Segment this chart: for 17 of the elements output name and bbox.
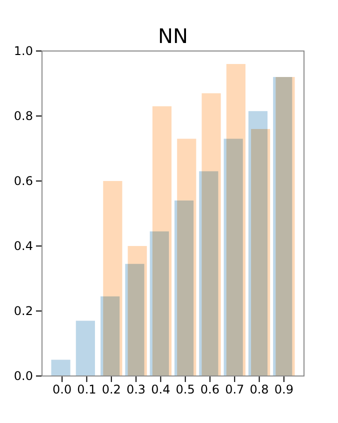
y-tick-label: 0.2: [14, 304, 33, 318]
x-tick-label: 0.2: [102, 382, 121, 397]
y-tick-label: 0.8: [14, 108, 33, 123]
y-tick-label: 1.0: [14, 44, 33, 58]
y-tick-label: 0.4: [14, 238, 33, 253]
x-tick-label: 0.7: [225, 382, 244, 397]
y-tick-label: 0.6: [14, 174, 33, 188]
x-tick-label: 0.8: [250, 382, 269, 397]
x-tick-label: 0.3: [126, 382, 146, 397]
y-tick-label: 0.0: [14, 368, 33, 383]
chart-title: NN: [158, 24, 188, 48]
x-tick-label: 0.0: [52, 382, 72, 397]
x-tick-label: 0.5: [176, 382, 195, 397]
x-tick-label: 0.4: [151, 382, 170, 397]
x-tick-label: 0.9: [274, 382, 294, 397]
x-tick-label: 0.6: [200, 382, 220, 397]
x-tick-label: 0.1: [77, 382, 96, 397]
